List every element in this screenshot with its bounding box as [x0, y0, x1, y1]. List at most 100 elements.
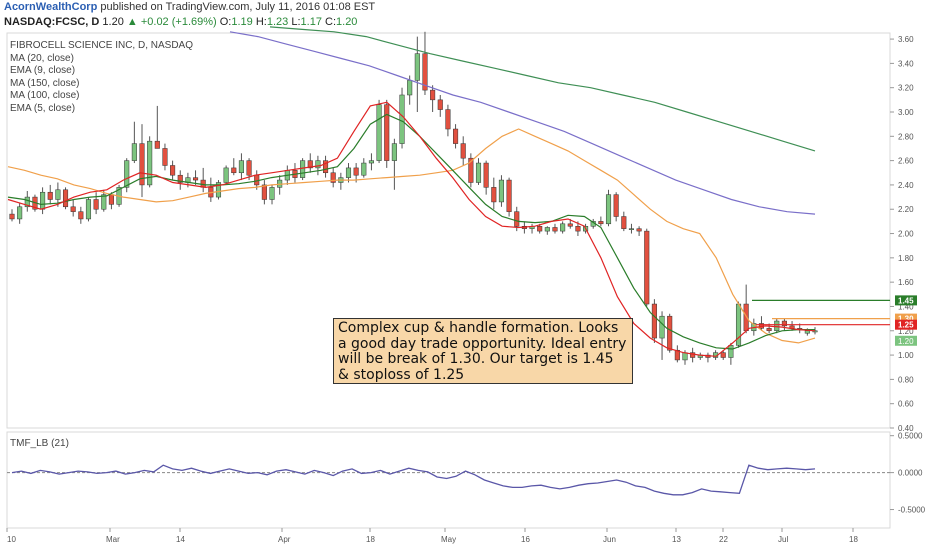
x-tick-label: Mar — [106, 535, 120, 544]
candle-body — [9, 213, 15, 220]
candle-body — [483, 162, 489, 188]
tmf-line — [11, 464, 816, 496]
y-tick-label: 3.40 — [898, 59, 914, 68]
legend-ma20[interactable]: MA (20, close) — [10, 52, 74, 64]
ind-y-tick-label: 0.0000 — [898, 469, 923, 478]
candle-body — [414, 53, 420, 81]
candle-body — [353, 167, 359, 176]
candle-body — [506, 179, 512, 212]
candle-body — [690, 352, 696, 358]
candle-body — [781, 320, 787, 327]
candle-body — [491, 187, 497, 203]
x-tick-label: Apr — [278, 535, 291, 544]
candle-body — [384, 104, 390, 161]
candle-body — [231, 167, 237, 174]
candle-body — [537, 225, 543, 232]
candle-body — [170, 165, 176, 176]
candle-body — [307, 160, 313, 169]
price-change: +0.02 (+1.69%) — [140, 16, 217, 28]
candle-body — [774, 320, 780, 332]
y-tick-label: 2.60 — [898, 157, 914, 166]
candle-body — [376, 104, 382, 161]
y-tick-label: 3.00 — [898, 108, 914, 117]
ind-y-tick-label: 0.5000 — [898, 432, 923, 441]
candle-body — [391, 143, 397, 161]
moving-average-line — [7, 101, 816, 357]
candle-body — [498, 179, 504, 203]
candle-body — [55, 189, 61, 200]
ind-y-tick-label: -0.5000 — [898, 506, 926, 515]
y-tick-label: 3.20 — [898, 84, 914, 93]
author-link[interactable]: AcornWealthCorp — [4, 1, 98, 13]
candle-body — [514, 211, 520, 227]
price-level-label: 1.45 — [898, 296, 914, 305]
x-tick-label: 22 — [719, 535, 728, 544]
candle-body — [93, 199, 99, 210]
moving-average-line — [7, 128, 816, 344]
trade-annotation[interactable]: Complex cup & handle formation. Looks a … — [333, 318, 633, 384]
candle-body — [17, 206, 23, 220]
x-tick-label: 14 — [176, 535, 185, 544]
x-tick-label: May — [441, 535, 456, 544]
candle-body — [238, 160, 244, 174]
candle-body — [147, 140, 153, 186]
x-tick-label: 10 — [7, 535, 16, 544]
y-tick-label: 2.80 — [898, 132, 914, 141]
candle-body — [345, 167, 352, 178]
candle-body — [139, 143, 145, 186]
candle-body — [368, 160, 374, 164]
candle-body — [437, 99, 443, 110]
candle-body — [598, 221, 604, 225]
symbol-label: NASDAQ:FCSC, D — [4, 16, 100, 28]
candle-body — [361, 162, 367, 176]
candle-body — [560, 223, 566, 232]
candle-body — [720, 352, 726, 358]
y-tick-label: 1.20 — [898, 327, 914, 336]
indicator-label: TMF_LB (21) — [10, 438, 69, 449]
legend-ma150[interactable]: MA (150, close) — [10, 77, 80, 89]
candle-body — [422, 53, 428, 91]
price-level-tag — [895, 319, 917, 330]
candle-body — [399, 94, 405, 144]
candle-body — [460, 143, 466, 159]
low-label: L: — [291, 16, 301, 28]
y-tick-label: 2.20 — [898, 205, 914, 214]
candle-body — [445, 109, 451, 130]
candle-body — [544, 227, 550, 232]
price-pane-frame — [6, 32, 891, 429]
candle-body — [453, 128, 459, 144]
price-level-label: 1.30 — [898, 315, 914, 324]
candle-body — [407, 80, 413, 96]
candle-body — [567, 223, 573, 227]
indicator-pane-frame — [6, 431, 891, 529]
candle-body — [323, 160, 329, 174]
high-value: 1.23 — [266, 16, 289, 28]
candle-body — [40, 191, 46, 210]
candle-body — [659, 315, 665, 339]
publish-info: published on TradingView.com, July 11, 2… — [97, 1, 376, 13]
moving-average-line — [7, 113, 815, 350]
x-tick-label: 13 — [672, 535, 681, 544]
legend-title: FIBROCELL SCIENCE INC, D, NASDAQ — [10, 40, 193, 51]
candle-body — [131, 143, 137, 161]
y-tick-label: 2.40 — [898, 181, 914, 190]
candle-body — [728, 345, 734, 358]
candle-body — [315, 160, 321, 169]
legend-ema5[interactable]: EMA (5, close) — [10, 102, 76, 114]
candle-body — [605, 194, 612, 225]
candle-body — [162, 148, 168, 166]
x-tick-label: 18 — [849, 535, 858, 544]
close-value: 1.20 — [336, 16, 358, 28]
y-tick-label: 0.80 — [898, 375, 914, 384]
y-tick-label: 1.60 — [898, 278, 914, 287]
candle-body — [621, 216, 627, 229]
last-price-label: 1.20 — [898, 337, 914, 346]
candle-body — [154, 140, 160, 149]
open-value: 1.19 — [231, 16, 253, 28]
open-label: O: — [219, 16, 232, 28]
high-label: H: — [255, 16, 267, 28]
y-tick-label: 1.80 — [898, 254, 914, 263]
legend-ema9[interactable]: EMA (9, close) — [10, 65, 76, 76]
legend-ma100[interactable]: MA (100, close) — [10, 90, 80, 101]
